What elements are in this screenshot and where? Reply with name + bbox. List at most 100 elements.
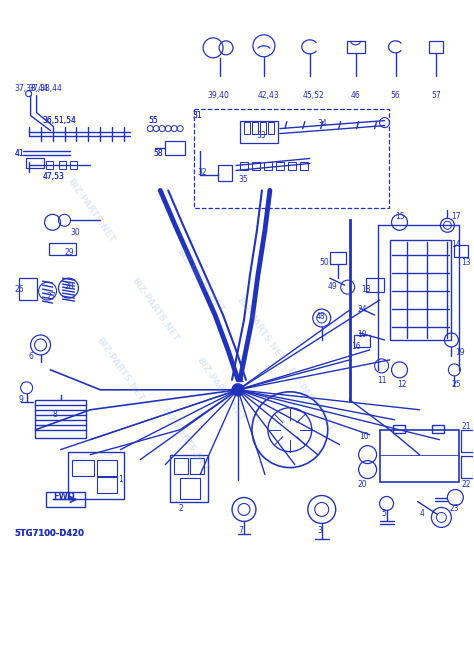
Text: 24: 24: [358, 305, 367, 314]
Bar: [73, 460, 94, 476]
Bar: [455, 245, 468, 257]
Text: BIZ-PARTS.NET: BIZ-PARTS.NET: [175, 246, 226, 314]
Bar: [98, 477, 118, 493]
Text: 20: 20: [358, 479, 367, 489]
Text: BIZ-PARTS.NET: BIZ-PARTS.NET: [195, 356, 246, 423]
Bar: [218, 166, 232, 181]
Text: BIZ-PARTS.NET: BIZ-PARTS.NET: [284, 366, 335, 434]
Text: 18: 18: [362, 285, 371, 294]
Text: 21: 21: [461, 422, 471, 431]
Text: 58: 58: [153, 149, 163, 157]
Text: 33: 33: [256, 130, 266, 140]
Bar: [35, 400, 86, 438]
Text: BIZ-PARTS.NET: BIZ-PARTS.NET: [95, 336, 146, 403]
Text: 3: 3: [318, 527, 323, 535]
Text: 26: 26: [15, 285, 24, 294]
Text: 12: 12: [398, 380, 407, 389]
Bar: [190, 458, 204, 474]
Text: 28: 28: [64, 282, 74, 291]
Text: 32: 32: [197, 168, 207, 178]
Bar: [330, 252, 346, 264]
Text: 41: 41: [15, 149, 24, 157]
Text: 49: 49: [328, 282, 337, 291]
Text: 45,52: 45,52: [303, 90, 325, 100]
Bar: [165, 141, 185, 155]
Text: 8: 8: [53, 410, 57, 419]
Text: 6: 6: [28, 352, 34, 361]
Text: 34: 34: [318, 119, 328, 128]
Text: 14: 14: [451, 240, 461, 250]
Bar: [170, 455, 208, 502]
Text: 1: 1: [118, 475, 123, 483]
Text: 16: 16: [352, 342, 361, 351]
Bar: [392, 424, 404, 433]
Text: 56: 56: [391, 90, 401, 100]
Bar: [429, 41, 443, 53]
Text: 57: 57: [431, 90, 441, 100]
Text: 41: 41: [15, 149, 24, 157]
Text: BIZ-PARTS.NET: BIZ-PARTS.NET: [160, 406, 210, 474]
Text: 25: 25: [451, 380, 461, 389]
Text: 37,38,44: 37,38,44: [28, 84, 63, 93]
Bar: [98, 460, 118, 476]
Bar: [244, 122, 250, 134]
Bar: [252, 122, 258, 134]
Text: 48: 48: [316, 312, 325, 321]
Text: 9: 9: [18, 395, 24, 403]
Text: 13: 13: [461, 258, 471, 267]
Text: 29: 29: [64, 248, 74, 257]
Text: 31: 31: [235, 375, 245, 384]
Text: 36,51,54: 36,51,54: [43, 116, 76, 124]
Text: 46: 46: [351, 90, 360, 100]
Bar: [48, 243, 76, 255]
Text: 7: 7: [238, 527, 243, 535]
Text: 47,53: 47,53: [43, 172, 64, 181]
Text: BIZ-PARTS.NET: BIZ-PARTS.NET: [65, 177, 116, 244]
Text: 23: 23: [449, 504, 459, 514]
Bar: [252, 162, 260, 170]
Bar: [260, 122, 266, 134]
Text: 39,40: 39,40: [207, 90, 229, 100]
Text: 47,53: 47,53: [43, 172, 64, 181]
Bar: [268, 122, 274, 134]
Bar: [240, 121, 278, 143]
Bar: [288, 162, 296, 170]
Bar: [390, 240, 451, 340]
Text: BIZ-PARTS.NET: BIZ-PARTS.NET: [130, 276, 181, 344]
Text: 5: 5: [382, 510, 386, 519]
Bar: [240, 162, 248, 170]
Text: 2: 2: [178, 504, 183, 514]
Text: 19: 19: [456, 348, 465, 357]
Bar: [264, 162, 272, 170]
Bar: [300, 162, 308, 170]
Bar: [46, 162, 53, 170]
Bar: [174, 458, 188, 474]
Bar: [18, 278, 36, 300]
Text: 58: 58: [153, 149, 163, 157]
Text: 10: 10: [360, 432, 369, 441]
Bar: [46, 491, 85, 508]
Bar: [365, 278, 383, 292]
Text: 50: 50: [320, 258, 329, 267]
Bar: [26, 159, 44, 168]
Text: 37,38,44: 37,38,44: [15, 84, 48, 93]
Text: 15: 15: [395, 212, 405, 221]
Bar: [194, 109, 389, 208]
Bar: [461, 456, 474, 477]
Text: 5TG7100-D420: 5TG7100-D420: [15, 529, 84, 538]
Bar: [58, 162, 65, 170]
Text: 5TG7100-D420: 5TG7100-D420: [15, 529, 84, 538]
Bar: [276, 162, 284, 170]
Text: 36,51,54: 36,51,54: [43, 116, 76, 124]
Bar: [69, 452, 124, 500]
Bar: [461, 430, 474, 452]
Text: 10: 10: [358, 330, 367, 339]
Text: BIZ-PARTS.NET: BIZ-PARTS.NET: [235, 296, 285, 364]
Text: 55: 55: [148, 116, 158, 124]
Bar: [180, 477, 200, 500]
Text: 11: 11: [378, 376, 387, 385]
Text: 22: 22: [461, 479, 471, 489]
Text: 31: 31: [192, 111, 202, 120]
Text: FWD: FWD: [54, 491, 75, 500]
Text: 17: 17: [451, 212, 461, 221]
